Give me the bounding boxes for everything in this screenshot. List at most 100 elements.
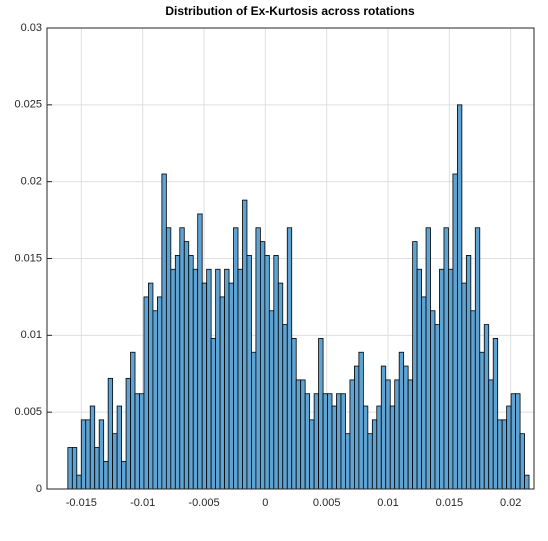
x-tick-label: 0.01 bbox=[377, 497, 398, 509]
bar bbox=[246, 255, 252, 490]
bar bbox=[439, 268, 445, 490]
bar bbox=[474, 227, 481, 490]
bar bbox=[121, 460, 127, 490]
bar bbox=[80, 419, 87, 490]
bar bbox=[501, 419, 508, 490]
bar bbox=[161, 173, 167, 490]
bar bbox=[94, 447, 100, 490]
bar bbox=[398, 351, 405, 490]
bar bbox=[282, 324, 288, 490]
bar bbox=[452, 173, 458, 490]
bar bbox=[112, 433, 118, 490]
bar bbox=[425, 227, 431, 490]
bar bbox=[277, 282, 284, 490]
bar bbox=[98, 419, 105, 490]
y-tick-label: 0 bbox=[36, 483, 42, 495]
bar bbox=[362, 405, 369, 490]
bar bbox=[103, 460, 109, 490]
bar bbox=[71, 447, 78, 490]
bar bbox=[89, 405, 96, 490]
bar bbox=[215, 268, 221, 490]
bar bbox=[367, 433, 373, 490]
bar bbox=[488, 379, 494, 490]
axes-box bbox=[46, 27, 535, 490]
bar bbox=[470, 310, 476, 490]
x-tick-label: -0.005 bbox=[188, 497, 219, 509]
bar bbox=[349, 379, 355, 490]
bar bbox=[139, 393, 145, 490]
bar bbox=[448, 268, 454, 490]
bar bbox=[134, 393, 140, 490]
bar bbox=[125, 377, 131, 490]
bar bbox=[510, 393, 516, 490]
bar bbox=[183, 241, 190, 490]
x-tick-label: 0 bbox=[262, 497, 268, 509]
bar bbox=[506, 405, 512, 490]
bar bbox=[304, 393, 311, 490]
bar bbox=[313, 393, 319, 490]
bar bbox=[251, 351, 257, 490]
bar bbox=[233, 227, 239, 490]
bar bbox=[340, 393, 346, 490]
bar bbox=[483, 324, 490, 490]
y-tick-label: 0.01 bbox=[21, 329, 42, 341]
bar bbox=[309, 419, 315, 490]
bar bbox=[197, 213, 203, 490]
bar bbox=[67, 447, 73, 490]
x-tick-label: 0.015 bbox=[436, 497, 464, 509]
bar bbox=[322, 393, 328, 490]
bar bbox=[224, 268, 230, 490]
bar bbox=[85, 419, 91, 490]
bar bbox=[416, 268, 422, 490]
y-tick-label: 0.005 bbox=[14, 406, 42, 418]
bar bbox=[345, 433, 351, 490]
bar bbox=[255, 227, 261, 490]
bar bbox=[286, 227, 293, 490]
y-tick-label: 0.025 bbox=[14, 99, 42, 111]
bar bbox=[456, 104, 463, 490]
bar bbox=[174, 255, 181, 490]
x-tick-label: 0.02 bbox=[500, 497, 521, 509]
bar bbox=[259, 241, 266, 490]
bar bbox=[165, 227, 172, 490]
y-tick-label: 0.03 bbox=[21, 22, 42, 34]
bar bbox=[412, 241, 418, 490]
chart-title: Distribution of Ex-Kurtosis across rotat… bbox=[165, 4, 415, 18]
bar bbox=[331, 405, 337, 490]
bar bbox=[170, 268, 176, 490]
bar bbox=[237, 268, 243, 490]
y-tick-label: 0.02 bbox=[21, 176, 42, 188]
bar bbox=[380, 365, 387, 490]
bar bbox=[465, 255, 472, 490]
y-tick-label: 0.015 bbox=[14, 252, 42, 264]
bar bbox=[107, 377, 114, 490]
bar bbox=[443, 227, 449, 490]
bar bbox=[116, 405, 122, 490]
bar bbox=[371, 419, 378, 490]
bar bbox=[430, 310, 436, 490]
bar bbox=[461, 282, 467, 490]
bar bbox=[403, 365, 409, 490]
bar bbox=[268, 310, 275, 490]
bar bbox=[336, 393, 342, 490]
bar bbox=[192, 268, 199, 490]
bar bbox=[385, 379, 391, 490]
bar bbox=[376, 405, 382, 490]
bar bbox=[354, 365, 360, 490]
bar bbox=[228, 282, 234, 490]
bar bbox=[206, 268, 212, 490]
bar bbox=[143, 296, 149, 490]
bar bbox=[519, 433, 525, 490]
bar bbox=[201, 282, 208, 490]
bar bbox=[264, 255, 270, 490]
bar bbox=[76, 474, 82, 490]
bar bbox=[148, 282, 154, 490]
bar bbox=[152, 310, 158, 490]
bar bbox=[210, 338, 217, 490]
bar bbox=[188, 255, 194, 490]
bar bbox=[157, 296, 163, 490]
bar bbox=[515, 393, 521, 490]
bar bbox=[497, 419, 503, 490]
bar bbox=[479, 351, 485, 490]
